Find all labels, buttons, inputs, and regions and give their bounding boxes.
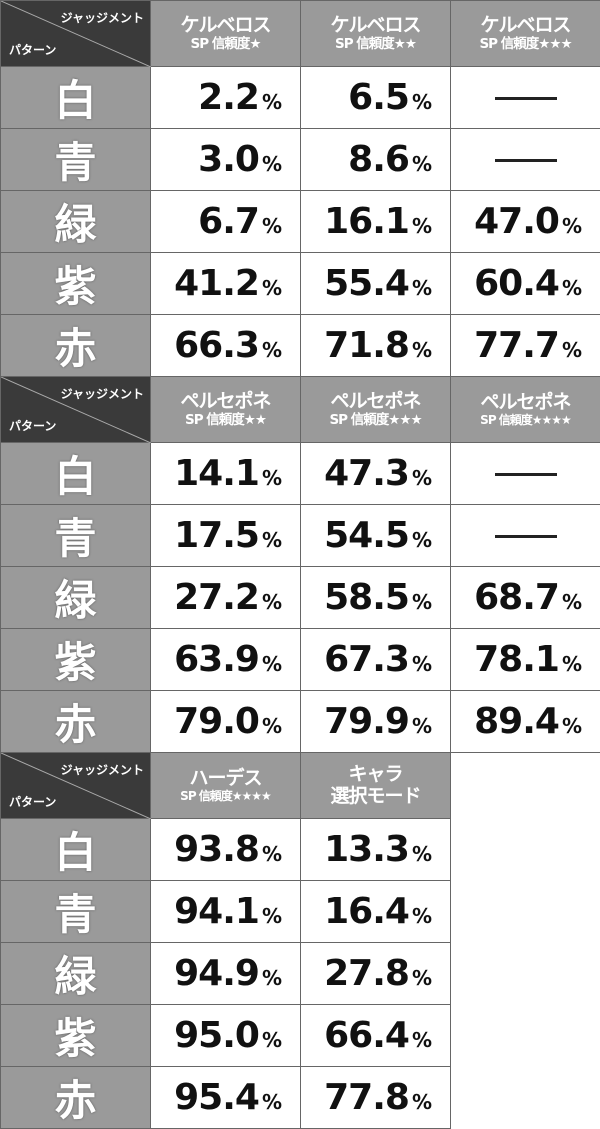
pattern-label: パターン: [9, 417, 56, 434]
row-label: 緑: [1, 567, 151, 629]
value-cell: 16.4%: [301, 881, 451, 943]
judgement-label: ジャッジメント: [61, 385, 144, 402]
row-label: 白: [1, 67, 151, 129]
table-row: 赤 66.3% 71.8% 77.7%: [1, 315, 600, 377]
value-cell: 63.9%: [151, 629, 301, 691]
value-cell: 8.6%: [301, 129, 451, 191]
value-cell: 95.4%: [151, 1067, 301, 1129]
value-cell: 16.1%: [301, 191, 451, 253]
value-cell: 66.3%: [151, 315, 301, 377]
dash-cell: [451, 443, 600, 505]
value-cell: 77.8%: [301, 1067, 451, 1129]
table-row: 紫 95.0% 66.4%: [1, 1005, 451, 1067]
table-row: 青 94.1% 16.4%: [1, 881, 451, 943]
value-cell: 14.1%: [151, 443, 301, 505]
value-cell: 79.0%: [151, 691, 301, 753]
row-label: 白: [1, 819, 151, 881]
table-row: 白 14.1% 47.3%: [1, 443, 600, 505]
value-cell: 93.8%: [151, 819, 301, 881]
table-row: 緑 6.7% 16.1% 47.0%: [1, 191, 600, 253]
row-label: 青: [1, 505, 151, 567]
judgement-label: ジャッジメント: [61, 9, 144, 26]
value-cell: 79.9%: [301, 691, 451, 753]
dash-mark: [495, 535, 557, 538]
row-label: 紫: [1, 1005, 151, 1067]
pattern-label: パターン: [9, 793, 56, 810]
corner-cell: ジャッジメント パターン: [1, 377, 151, 443]
value-cell: 60.4%: [451, 253, 600, 315]
table-row: 紫 41.2% 55.4% 60.4%: [1, 253, 600, 315]
dash-mark: [495, 159, 557, 162]
table-row: 白 93.8% 13.3%: [1, 819, 451, 881]
value-cell: 71.8%: [301, 315, 451, 377]
value-cell: 67.3%: [301, 629, 451, 691]
value-cell: 2.2%: [151, 67, 301, 129]
value-cell: 55.4%: [301, 253, 451, 315]
dash-cell: [451, 505, 600, 567]
row-label: 赤: [1, 315, 151, 377]
row-label: 赤: [1, 1067, 151, 1129]
value-cell: 94.9%: [151, 943, 301, 1005]
judgement-label: ジャッジメント: [61, 761, 144, 778]
value-cell: 47.0%: [451, 191, 600, 253]
dash-cell: [451, 129, 600, 191]
row-label: 緑: [1, 191, 151, 253]
value-cell: 66.4%: [301, 1005, 451, 1067]
value-cell: 6.7%: [151, 191, 301, 253]
row-label: 青: [1, 129, 151, 191]
table-row: 白 2.2% 6.5%: [1, 67, 600, 129]
row-label: 緑: [1, 943, 151, 1005]
pattern-label: パターン: [9, 41, 56, 58]
value-cell: 89.4%: [451, 691, 600, 753]
value-cell: 27.8%: [301, 943, 451, 1005]
value-cell: 78.1%: [451, 629, 600, 691]
table-row: 紫 63.9% 67.3% 78.1%: [1, 629, 600, 691]
value-cell: 27.2%: [151, 567, 301, 629]
row-label: 青: [1, 881, 151, 943]
value-cell: 17.5%: [151, 505, 301, 567]
table-row: 青 3.0% 8.6%: [1, 129, 600, 191]
dash-cell: [451, 67, 600, 129]
row-label: 赤: [1, 691, 151, 753]
column-header: キャラ選択モード: [301, 753, 451, 819]
row-label: 白: [1, 443, 151, 505]
value-cell: 41.2%: [151, 253, 301, 315]
dash-mark: [495, 97, 557, 100]
value-cell: 6.5%: [301, 67, 451, 129]
table-row: 緑 27.2% 58.5% 68.7%: [1, 567, 600, 629]
value-cell: 58.5%: [301, 567, 451, 629]
value-cell: 94.1%: [151, 881, 301, 943]
value-cell: 77.7%: [451, 315, 600, 377]
table-row: 赤 95.4% 77.8%: [1, 1067, 451, 1129]
row-label: 紫: [1, 253, 151, 315]
row-label: 紫: [1, 629, 151, 691]
table-row: 青 17.5% 54.5%: [1, 505, 600, 567]
dash-mark: [495, 473, 557, 476]
table-row: 緑 94.9% 27.8%: [1, 943, 451, 1005]
value-cell: 3.0%: [151, 129, 301, 191]
value-cell: 54.5%: [301, 505, 451, 567]
table-row: 赤 79.0% 79.9% 89.4%: [1, 691, 600, 753]
value-cell: 47.3%: [301, 443, 451, 505]
value-cell: 95.0%: [151, 1005, 301, 1067]
corner-cell: ジャッジメント パターン: [1, 753, 151, 819]
value-cell: 68.7%: [451, 567, 600, 629]
value-cell: 13.3%: [301, 819, 451, 881]
corner-cell: ジャッジメント パターン: [1, 1, 151, 67]
